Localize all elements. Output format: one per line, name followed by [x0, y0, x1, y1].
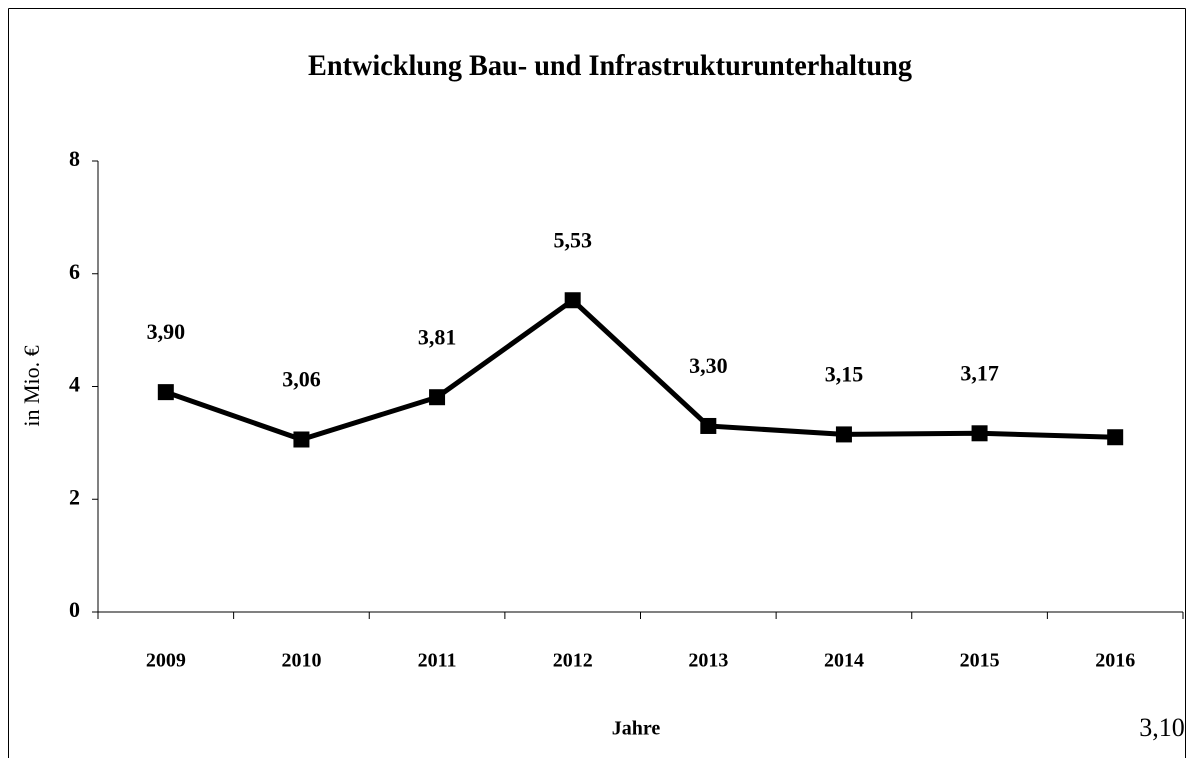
- data-label: 3,06: [282, 367, 321, 392]
- x-tick-label: 2015: [960, 650, 1000, 672]
- marker: [429, 389, 446, 406]
- y-tick-label: 6: [69, 259, 80, 284]
- x-tick-label: 2009: [146, 650, 186, 672]
- marker: [157, 384, 174, 401]
- x-tick-label: 2016: [1095, 650, 1135, 672]
- marker: [835, 426, 852, 443]
- marker: [1107, 429, 1124, 446]
- x-axis-label: Jahre: [612, 718, 661, 740]
- x-tick-label: 2010: [281, 650, 321, 672]
- y-tick-label: 0: [69, 597, 80, 622]
- x-tick-label: 2011: [418, 650, 457, 672]
- data-label: 3,17: [960, 360, 999, 385]
- y-tick-label: 8: [69, 146, 80, 171]
- data-label: 3,81: [418, 324, 457, 349]
- marker: [700, 417, 717, 434]
- data-label: 3,30: [689, 353, 728, 378]
- x-tick-label: 2013: [688, 650, 728, 672]
- data-label: 5,53: [553, 227, 592, 252]
- x-tick-label: 2012: [553, 650, 593, 672]
- y-tick-label: 2: [69, 484, 80, 509]
- chart-title: Entwicklung Bau- und Infrastrukturunterh…: [308, 49, 912, 82]
- line: [164, 297, 1116, 443]
- data-label: 3,10: [1139, 713, 1185, 742]
- y-tick-label: 4: [69, 372, 80, 397]
- marker: [564, 292, 581, 309]
- data-label: 3,90: [147, 319, 186, 344]
- marker: [971, 425, 988, 442]
- data-label: 3,15: [825, 361, 864, 386]
- y-axis-label: in Mio. €: [19, 345, 44, 426]
- x-tick-label: 2014: [824, 650, 864, 672]
- marker: [293, 431, 310, 448]
